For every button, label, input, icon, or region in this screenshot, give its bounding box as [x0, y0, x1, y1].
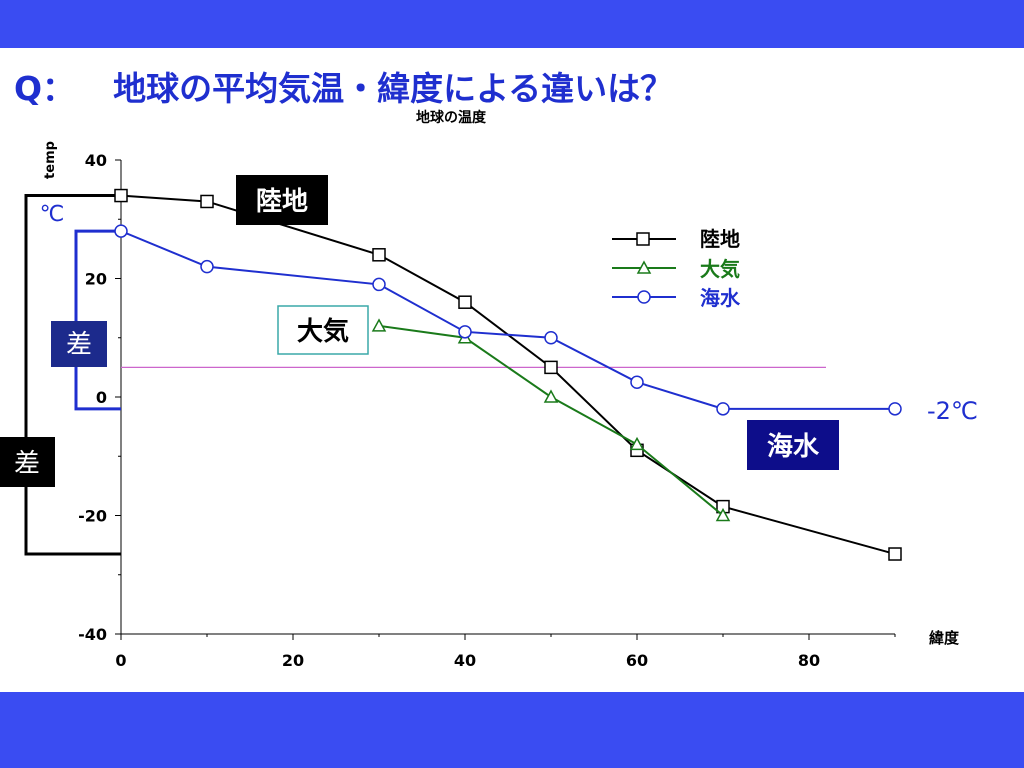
data-point-sea: [888, 402, 902, 416]
data-point-land: [114, 188, 128, 203]
data-point-land: [888, 547, 902, 561]
question-prefix: Q：: [14, 69, 76, 108]
x-tick-label: 20: [282, 651, 304, 670]
data-point-land: [200, 194, 214, 209]
y-tick-label: -40: [78, 625, 107, 644]
data-point-sea: [114, 224, 128, 238]
sea-end-value-label: -2℃: [927, 397, 978, 425]
celsius-unit-label: ℃: [40, 202, 65, 227]
y-tick-label: -20: [78, 507, 107, 526]
data-point-land: [458, 295, 472, 309]
x-tick-label: 80: [798, 651, 820, 670]
sea-difference-bracket: [74, 229, 121, 411]
data-point-sea: [200, 259, 214, 274]
y-tick-label: 40: [85, 151, 107, 170]
data-point-sea: [458, 325, 472, 339]
air-badge-text: 大気: [297, 316, 349, 347]
data-point-air: [543, 389, 559, 403]
chart-title: 地球の温度: [416, 109, 487, 126]
series-line-air: [378, 324, 724, 517]
diff-small-badge: 差: [51, 321, 107, 367]
diff-large-badge: 差: [0, 437, 55, 487]
x-axis-label: 緯度: [929, 629, 960, 647]
sea-badge-box: [747, 420, 839, 470]
land-badge-box: [236, 175, 328, 225]
y-tick-label: 0: [96, 388, 107, 407]
sea-badge: 海水: [747, 420, 839, 470]
air-badge-box: [277, 305, 369, 355]
data-point-land: [544, 360, 558, 375]
y-ticks: -40 -20 0 20 40: [78, 151, 121, 644]
question-text: 地球の平均気温・緯度による違いは？: [113, 69, 674, 108]
data-point-sea: [630, 375, 644, 389]
x-tick-label: 60: [626, 651, 648, 670]
question-title: Q： 地球の平均気温・緯度による違いは？: [14, 62, 673, 110]
legend-label-air: 大気: [700, 257, 740, 281]
y-axis-label: temp: [43, 141, 58, 179]
y-tick-label: 20: [85, 270, 107, 289]
x-tick-label: 40: [454, 651, 476, 670]
data-point-air: [371, 318, 387, 332]
diff-large-box: [0, 437, 55, 487]
series-group: [114, 188, 902, 561]
diff-large-text: 差: [14, 449, 40, 479]
x-tick-label: 0: [115, 651, 126, 670]
data-point-air: [629, 436, 645, 451]
data-point-sea: [716, 402, 730, 416]
x-ticks: 0 20 40 60 80: [115, 634, 896, 670]
series-line-land: [120, 194, 896, 555]
land-difference-bracket: [24, 194, 121, 556]
data-point-air: [715, 507, 731, 522]
data-point-sea: [372, 277, 386, 292]
legend: 陸地 大気 海水: [612, 227, 741, 310]
sea-badge-text: 海水: [767, 432, 820, 462]
land-badge: 陸地: [236, 175, 328, 225]
data-point-sea: [544, 331, 558, 345]
air-badge: 大気: [277, 305, 369, 355]
legend-label-land: 陸地: [700, 227, 740, 251]
legend-marker-sea: [637, 290, 651, 304]
series-line-sea: [120, 230, 895, 410]
legend-marker-land: [636, 232, 650, 246]
data-point-land: [372, 248, 386, 262]
land-badge-text: 陸地: [256, 187, 308, 217]
legend-marker-air: [636, 260, 652, 274]
diff-small-text: 差: [66, 330, 92, 360]
legend-label-sea: 海水: [700, 286, 741, 310]
diff-small-box: [51, 321, 107, 367]
